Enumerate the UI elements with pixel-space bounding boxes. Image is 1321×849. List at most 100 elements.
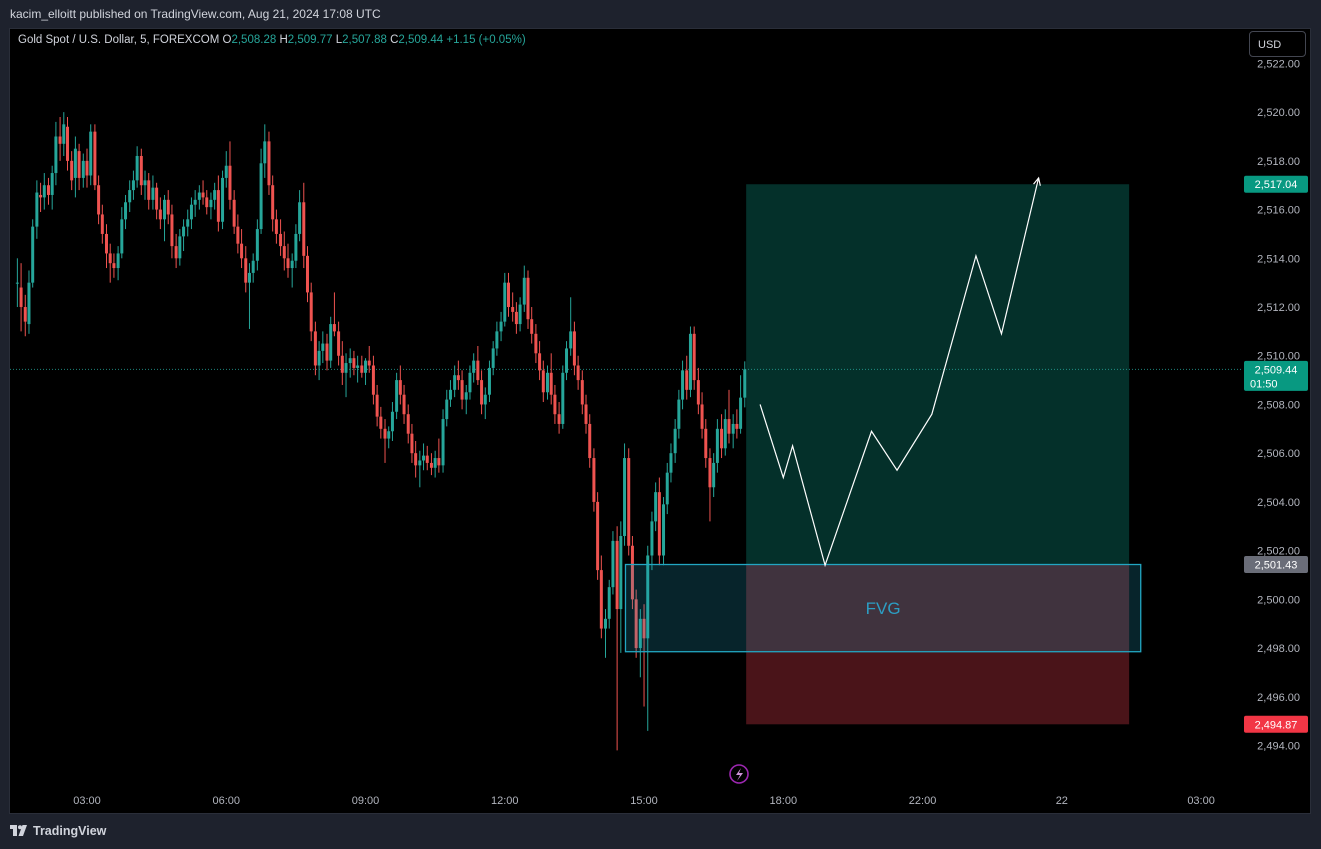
- candle-body: [414, 453, 418, 466]
- candle: [120, 207, 124, 259]
- candle: [615, 526, 619, 751]
- candle: [360, 355, 364, 378]
- candle: [151, 175, 155, 210]
- time-tick-label: 09:00: [352, 795, 380, 807]
- candle-body: [553, 394, 557, 415]
- candle: [174, 233, 178, 269]
- candle-body: [731, 423, 735, 434]
- candle: [340, 341, 344, 385]
- low-value: 2,507.88: [342, 34, 387, 46]
- candle: [696, 367, 700, 415]
- candle-body: [189, 204, 193, 220]
- candle-body: [364, 360, 368, 373]
- candle-body: [425, 455, 429, 463]
- price-axis: 2,494.00 2,496.00 2,498.00 2,500.00 2,502.00…: [1257, 58, 1300, 752]
- tradingview-brand[interactable]: TradingView: [33, 824, 107, 838]
- candle-body: [85, 160, 89, 176]
- projection-path: [759, 176, 1041, 568]
- candle-body: [634, 599, 638, 649]
- candle: [186, 209, 190, 237]
- candle: [104, 224, 108, 269]
- candle-body: [565, 348, 569, 373]
- candle-body: [630, 545, 634, 600]
- candle: [294, 224, 298, 269]
- price-tick-label: 2,506.00: [1257, 448, 1300, 460]
- low-label: L: [335, 34, 343, 46]
- candle-body: [669, 453, 673, 473]
- candle: [213, 182, 217, 210]
- candle-body: [646, 555, 650, 639]
- candle: [77, 143, 81, 191]
- candle-body: [313, 331, 317, 366]
- time-tick-label: 15:00: [630, 795, 658, 807]
- candle-body: [271, 185, 275, 220]
- candle-body: [720, 428, 724, 449]
- candle: [309, 282, 313, 342]
- candle: [646, 545, 650, 731]
- candle: [599, 555, 603, 639]
- candle-body: [379, 416, 383, 429]
- candle: [271, 175, 275, 232]
- candle-body: [712, 462, 716, 488]
- candle-body: [476, 360, 480, 381]
- candle-body: [317, 350, 321, 366]
- candle-body: [135, 155, 139, 181]
- high-value: 2,509.77: [287, 34, 333, 46]
- candle-body: [116, 253, 120, 269]
- candle: [42, 173, 46, 210]
- candle-body: [240, 243, 244, 259]
- candle-body: [70, 160, 74, 181]
- candle-body: [259, 163, 263, 230]
- candle-body: [487, 367, 491, 395]
- candle-body: [321, 343, 325, 351]
- tradingview-logo-icon[interactable]: [10, 825, 30, 837]
- symbol-legend[interactable]: Gold Spot / U.S. Dollar, 5, FOREXCOM O2,…: [18, 34, 526, 46]
- projection-line: [759, 177, 1040, 568]
- chart-canvas[interactable]: FVG 2,494.00 2,496.00 2,498.00 2,500.00 2,50…: [10, 29, 1310, 813]
- candle-body: [255, 229, 259, 261]
- candle: [712, 453, 716, 498]
- candle-body: [163, 199, 167, 220]
- price-axis-labels: 2,517.04 2,509.44 01:50 2,501.43 2,494.87: [1244, 175, 1308, 733]
- price-label-bg: [1244, 715, 1308, 733]
- candle-body: [356, 365, 360, 368]
- candle-body: [499, 321, 503, 332]
- candle-body: [120, 219, 124, 254]
- chart-pane[interactable]: FVG 2,494.00 2,496.00 2,498.00 2,500.00 2,50…: [9, 28, 1311, 814]
- candle-body: [530, 319, 534, 334]
- candle: [685, 355, 689, 400]
- candle: [147, 173, 151, 210]
- candle-body: [503, 282, 507, 322]
- currency-button[interactable]: USD: [1249, 31, 1306, 57]
- candle-body: [723, 419, 727, 449]
- candle-body: [371, 365, 375, 395]
- candle: [325, 333, 329, 371]
- candle: [139, 148, 143, 195]
- candle-body: [592, 458, 596, 502]
- price-label-stop: 2,494.87: [1244, 715, 1308, 733]
- replay-flash-icon[interactable]: [729, 764, 749, 784]
- candle-body: [650, 521, 654, 556]
- candle-body: [735, 423, 739, 429]
- candle: [371, 355, 375, 405]
- candle-body: [395, 380, 399, 412]
- candle-body: [557, 414, 561, 424]
- candle: [93, 124, 97, 191]
- candle-body: [638, 618, 642, 649]
- candle-body: [588, 423, 592, 459]
- candle: [720, 414, 724, 459]
- candle: [255, 219, 259, 271]
- candle: [472, 353, 476, 383]
- candle-body: [286, 258, 290, 269]
- candle: [468, 365, 472, 400]
- candle: [429, 453, 433, 476]
- candle-body: [39, 194, 43, 198]
- candle: [592, 448, 596, 512]
- candle: [201, 180, 205, 205]
- candle-body: [538, 353, 542, 371]
- candle: [437, 438, 441, 473]
- time-tick-label: 22: [1056, 795, 1068, 807]
- candle-body: [402, 394, 406, 415]
- candle: [135, 146, 139, 188]
- candle: [576, 355, 580, 390]
